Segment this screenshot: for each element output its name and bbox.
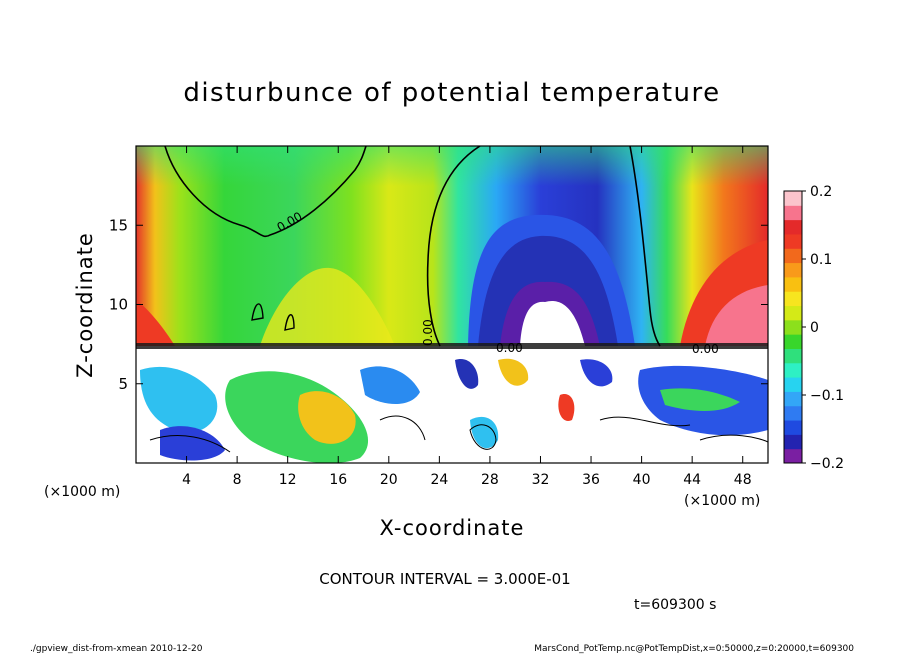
lower-blob-6 (455, 359, 479, 389)
colorbar-segment (784, 276, 802, 292)
footer-right: MarsCond_PotTemp.nc@PotTempDist,x=0:5000… (534, 644, 854, 654)
lower-blob-1 (140, 366, 218, 433)
colorbar-segment (784, 448, 802, 464)
warm-right-inner (705, 285, 768, 346)
warm-left (136, 300, 175, 346)
field-upper-top (136, 146, 768, 226)
contour-zero-3 (629, 146, 661, 347)
x-tick-label: 4 (182, 472, 191, 488)
x-unit-right: (×1000 m) (684, 493, 760, 509)
x-tick-label: 40 (633, 472, 651, 488)
x-tick-label: 32 (532, 472, 550, 488)
colorbar (784, 191, 802, 464)
footer-left: ./gpview_dist-from-xmean 2010-12-20 (30, 644, 203, 654)
x-tick-label: 16 (329, 472, 347, 488)
colorbar-segment (784, 362, 802, 378)
colorbar-tick-label: −0.2 (810, 456, 844, 472)
time-text: t=609300 s (634, 597, 716, 613)
lower-blob-8 (580, 359, 613, 387)
x-unit-left: (×1000 m) (44, 484, 120, 500)
colorbar-tick-label: 0.2 (810, 184, 832, 200)
x-axis: 4 8 12 16 20 24 28 32 36 40 44 48 (182, 146, 752, 488)
x-tick-label: 12 (279, 472, 297, 488)
y-axis-label: Z-coordinate (73, 232, 97, 378)
colorbar-segment (784, 248, 802, 264)
colorbar-segment (784, 233, 802, 249)
x-tick-label: 24 (430, 472, 448, 488)
contour-zero-1 (164, 146, 367, 238)
x-tick-label: 48 (734, 472, 752, 488)
colorbar-segment (784, 319, 802, 335)
lower-blob-10 (660, 388, 740, 411)
x-tick-label: 36 (582, 472, 600, 488)
colorbar-segment (784, 391, 802, 407)
lower-blob-5 (360, 366, 420, 405)
contour-label: 0.00 (496, 341, 523, 355)
colorbar-tick-label: 0 (810, 320, 819, 336)
y-tick-label: 15 (109, 216, 128, 234)
contour-label: 0.00 (692, 342, 719, 356)
colorbar-segment (784, 291, 802, 307)
y-tick-label: 10 (109, 296, 128, 314)
contour-small-1 (251, 303, 295, 331)
colorbar-segment (784, 334, 802, 349)
colorbar-segment (784, 262, 802, 278)
colorbar-segment (784, 377, 802, 392)
contour-zero-2 (426, 146, 481, 347)
lower-blob-7 (498, 358, 529, 386)
contour-interval-text: CONTOUR INTERVAL = 3.000E-01 (319, 570, 570, 588)
colorbar-segment (784, 434, 802, 450)
chart-title: disturbunce of potential temperature (183, 78, 720, 108)
x-tick-label: 8 (233, 472, 242, 488)
lower-blob-4 (160, 426, 225, 461)
lower-blob-12 (470, 416, 499, 449)
colorbar-segment (784, 420, 802, 435)
x-tick-label: 20 (380, 472, 398, 488)
contour-label: 0.00 (421, 319, 435, 346)
lower-blob-11 (558, 394, 575, 421)
contour-lower-1 (149, 415, 768, 453)
y-tick-label: 5 (118, 375, 128, 393)
boundary-band (136, 343, 768, 349)
colorbar-ticks: 0.2 0.1 0 −0.1 −0.2 (802, 184, 844, 472)
colorbar-segment (784, 219, 802, 235)
white-patch (520, 301, 585, 346)
lower-blob-3 (298, 391, 356, 444)
x-tick-label: 44 (683, 472, 701, 488)
colorbar-segment (784, 205, 802, 221)
y-axis: 5 10 15 (109, 216, 768, 393)
colorbar-segment (784, 191, 802, 206)
plot-area (136, 146, 768, 463)
colorbar-tick-label: 0.1 (810, 252, 832, 268)
colorbar-segment (784, 405, 802, 421)
x-tick-label: 28 (481, 472, 499, 488)
colorbar-segment (784, 305, 802, 321)
colorbar-tick-label: −0.1 (810, 388, 844, 404)
x-axis-label: X-coordinate (380, 516, 525, 540)
colorbar-segment (784, 348, 802, 364)
